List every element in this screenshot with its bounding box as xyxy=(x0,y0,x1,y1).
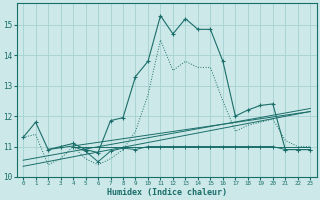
X-axis label: Humidex (Indice chaleur): Humidex (Indice chaleur) xyxy=(107,188,227,197)
